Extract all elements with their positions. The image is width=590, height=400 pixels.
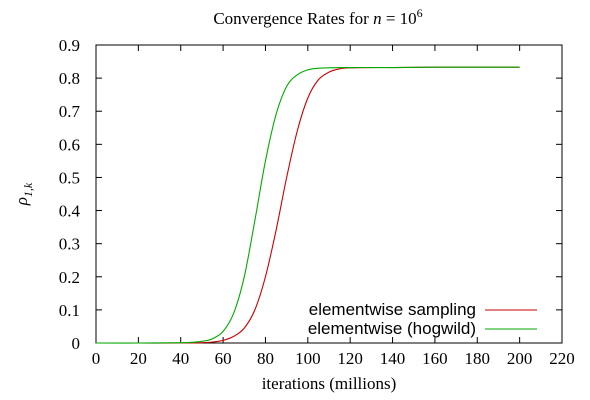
legend-entry-1: elementwise (hogwild) <box>308 319 537 338</box>
x-tick-label: 160 <box>422 349 448 368</box>
legend-entry-0: elementwise sampling <box>309 300 537 319</box>
plot-frame <box>95 44 563 344</box>
x-tick-label: 200 <box>507 349 533 368</box>
chart-title-eq: = 10 <box>382 9 417 28</box>
x-tick-label: 100 <box>295 349 321 368</box>
x-tick-label: 120 <box>337 349 363 368</box>
y-tick-label: 0.9 <box>59 36 80 55</box>
x-ticks: 0 20 40 60 80 100 120 140 160 180 200 220 <box>92 45 575 368</box>
legend-label-0: elementwise sampling <box>309 300 476 319</box>
chart-title-n: n <box>373 9 382 28</box>
y-tick-label: 0.6 <box>59 135 80 154</box>
x-tick-label: 220 <box>549 349 575 368</box>
y-axis-label: ρ1,k <box>12 182 35 206</box>
chart-title-prefix: Convergence Rates for <box>213 9 373 28</box>
y-tick-label: 0.1 <box>59 301 80 320</box>
x-tick-label: 140 <box>380 349 406 368</box>
x-tick-label: 40 <box>172 349 189 368</box>
y-axis-label-rho: ρ <box>12 197 31 206</box>
x-tick-label: 20 <box>130 349 147 368</box>
x-tick-label: 180 <box>465 349 491 368</box>
y-ticks: 0 0.1 0.2 0.3 0.4 0.5 0.6 0.7 0.8 0.9 <box>59 36 562 353</box>
series-lines <box>95 66 520 344</box>
y-axis-label-sub: 1,k <box>21 182 35 197</box>
y-tick-label: 0.7 <box>59 102 81 121</box>
y-tick-label: 0.2 <box>59 268 80 287</box>
series-line-1 <box>95 66 520 344</box>
y-tick-label: 0.8 <box>59 69 80 88</box>
x-axis-label: iterations (millions) <box>262 374 397 393</box>
chart-title-exp: 6 <box>417 6 423 20</box>
legend-label-1: elementwise (hogwild) <box>308 319 476 338</box>
y-tick-label: 0 <box>72 334 81 353</box>
y-tick-label: 0.5 <box>59 168 80 187</box>
x-tick-label: 80 <box>257 349 274 368</box>
y-tick-label: 0.4 <box>59 202 81 221</box>
chart-title: Convergence Rates for n = 106 <box>213 6 422 28</box>
y-tick-label: 0.3 <box>59 235 80 254</box>
x-tick-label: 0 <box>92 349 101 368</box>
x-tick-label: 60 <box>215 349 232 368</box>
legend: elementwise sampling elementwise (hogwil… <box>308 300 537 338</box>
